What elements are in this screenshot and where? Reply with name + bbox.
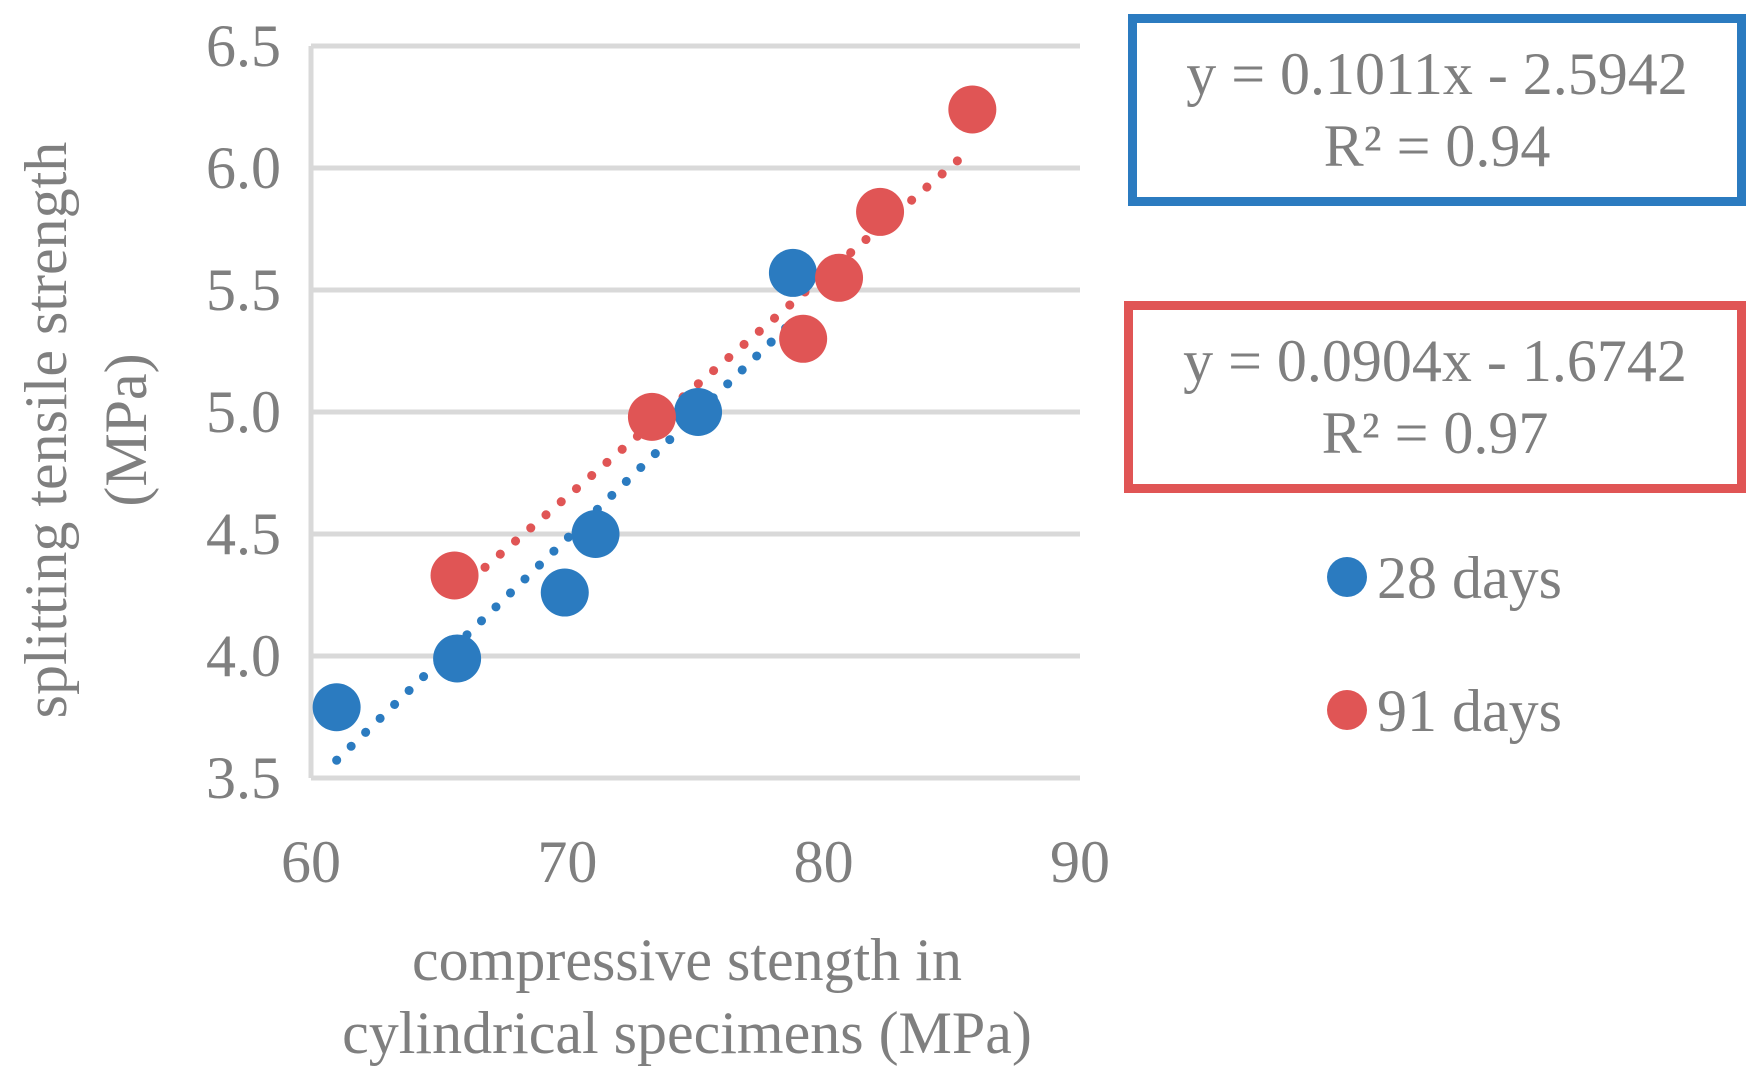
- data-point-28-days-5: [768, 248, 817, 297]
- data-point-91-days-0: [430, 551, 479, 600]
- y-tick-label: 5.5: [206, 257, 281, 323]
- x-tick-label: 80: [794, 829, 854, 895]
- trendlines: [332, 143, 977, 765]
- legend-marker-91-days: [1327, 690, 1367, 730]
- trendline-equation-box-91-days: y = 0.0904x - 1.6742 R² = 0.97: [1124, 301, 1746, 493]
- data-point-91-days-3: [815, 253, 864, 302]
- x-tick-label: 90: [1050, 829, 1110, 895]
- y-axis-title-line-2: (MPa): [93, 353, 159, 506]
- y-tick-label: 4.0: [206, 623, 281, 689]
- axes: [308, 46, 1080, 781]
- y-axis-title-line-1: splitting tensile strength: [13, 142, 79, 719]
- trendline-91-days: [450, 143, 977, 599]
- gridlines: [311, 43, 1080, 659]
- equation-91-days: y = 0.0904x - 1.6742: [1183, 328, 1687, 394]
- y-tick-label: 4.5: [206, 501, 281, 567]
- data-point-28-days-0: [312, 683, 361, 732]
- data-point-91-days-2: [779, 314, 828, 363]
- data-point-28-days-4: [674, 388, 723, 436]
- legend-label-91-days: 91 days: [1377, 678, 1562, 744]
- y-tick-label: 3.5: [206, 745, 281, 811]
- equation-28-days: y = 0.1011x - 2.5942: [1186, 41, 1688, 107]
- data-point-28-days-3: [571, 510, 620, 558]
- y-tick-label: 6.0: [206, 135, 281, 201]
- y-tick-label: 6.5: [206, 13, 281, 79]
- legend-label-28-days: 28 days: [1377, 545, 1562, 611]
- trendline-28-days: [332, 316, 798, 765]
- data-point-28-days-1: [433, 634, 482, 683]
- data-points: [312, 85, 997, 732]
- r-squared-91-days: R² = 0.97: [1321, 400, 1549, 466]
- data-point-91-days-4: [856, 187, 905, 236]
- legend: 28 days 91 days: [1327, 545, 1562, 744]
- x-axis-title-line-1: compressive stength in: [412, 927, 962, 993]
- trendline-equation-box-28-days: y = 0.1011x - 2.5942 R² = 0.94: [1128, 14, 1746, 206]
- data-point-91-days-5: [948, 85, 997, 134]
- data-point-28-days-2: [540, 568, 589, 617]
- y-tick-label: 5.0: [206, 379, 281, 445]
- x-axis-title-line-2: cylindrical specimens (MPa): [342, 1000, 1032, 1066]
- x-tick-label: 70: [537, 829, 597, 895]
- x-tick-label: 60: [281, 829, 341, 895]
- data-point-91-days-1: [627, 392, 676, 441]
- tick-labels: 3.5 4.0 4.5 5.0 5.5 6.0 6.5 60 70 80 90: [206, 13, 1110, 895]
- legend-marker-28-days: [1327, 557, 1367, 597]
- r-squared-28-days: R² = 0.94: [1323, 113, 1551, 179]
